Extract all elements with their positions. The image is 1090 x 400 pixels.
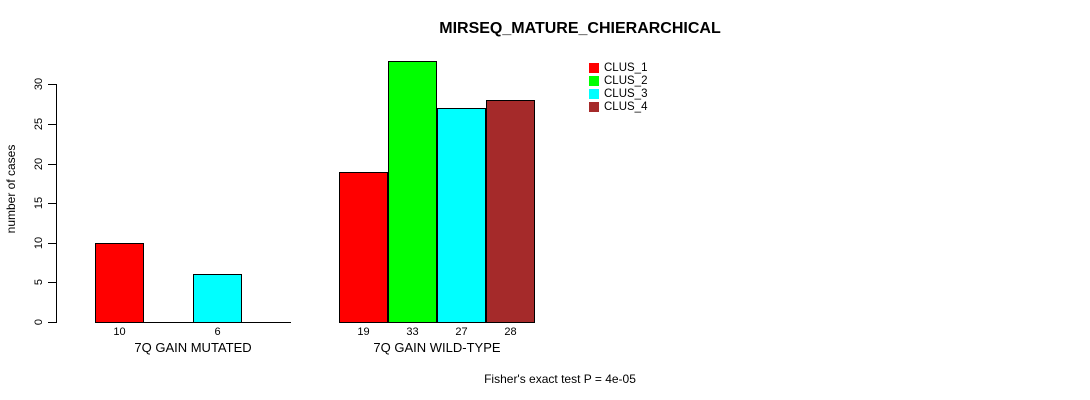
y-axis-tick xyxy=(48,322,57,323)
bar-value-label: 27 xyxy=(455,326,468,338)
y-axis-tick-label: 30 xyxy=(33,78,45,91)
y-axis-tick-label: 20 xyxy=(33,157,45,170)
y-axis-tick xyxy=(48,282,57,284)
chart-title: MIRSEQ_MATURE_CHIERARCHICAL xyxy=(439,20,721,37)
y-axis-tick xyxy=(48,84,57,86)
legend-color-swatch xyxy=(589,76,599,87)
legend-label: CLUS_3 xyxy=(604,87,648,100)
bar-value-label: 28 xyxy=(504,326,517,338)
y-axis-tick-label: 0 xyxy=(33,318,45,326)
legend-color-swatch xyxy=(589,101,599,112)
legend-label: CLUS_2 xyxy=(604,75,648,88)
legend-label: CLUS_4 xyxy=(604,100,648,113)
y-axis-tick-label: 15 xyxy=(33,197,45,210)
x-axis-group-label: 7Q GAIN MUTATED xyxy=(134,340,252,355)
legend: CLUS_1 CLUS_2 CLUS_3 CLUS_4 xyxy=(589,62,647,113)
bar-clus_1-1 xyxy=(95,242,144,323)
legend-item-clus_3: CLUS_3 xyxy=(589,88,647,101)
legend-color-swatch xyxy=(589,88,599,99)
bar-value-label: 6 xyxy=(214,326,221,338)
bar-clus_2-2 xyxy=(388,60,437,323)
bar-value-label: 10 xyxy=(113,326,126,338)
legend-item-clus_4: CLUS_4 xyxy=(589,100,647,113)
y-axis-tick-label: 5 xyxy=(33,279,45,286)
y-axis-tick xyxy=(48,203,57,205)
bar-value-label: 19 xyxy=(357,326,370,338)
y-axis-tick-label: 25 xyxy=(33,117,45,131)
bar-value-label: 33 xyxy=(406,326,419,338)
x-axis-group-label: 7Q GAIN WILD-TYPE xyxy=(373,340,501,355)
bar-clus_1-2 xyxy=(339,171,388,323)
y-axis-tick-label: 10 xyxy=(33,236,45,249)
y-axis-tick xyxy=(48,124,57,126)
legend-label: CLUS_1 xyxy=(604,62,648,75)
bar-clus_3-2 xyxy=(437,108,486,323)
y-axis-tick xyxy=(48,242,57,244)
bar-clus_4-2 xyxy=(486,100,535,323)
legend-color-swatch xyxy=(589,63,599,74)
legend-item-clus_1: CLUS_1 xyxy=(589,62,647,75)
fisher-test-annotation: Fisher's exact test P = 4e-05 xyxy=(484,372,636,386)
legend-item-clus_2: CLUS_2 xyxy=(589,75,647,88)
y-axis-tick xyxy=(48,163,57,165)
y-axis-label: number of cases xyxy=(4,144,18,234)
bar-clus_3-1 xyxy=(193,274,242,323)
